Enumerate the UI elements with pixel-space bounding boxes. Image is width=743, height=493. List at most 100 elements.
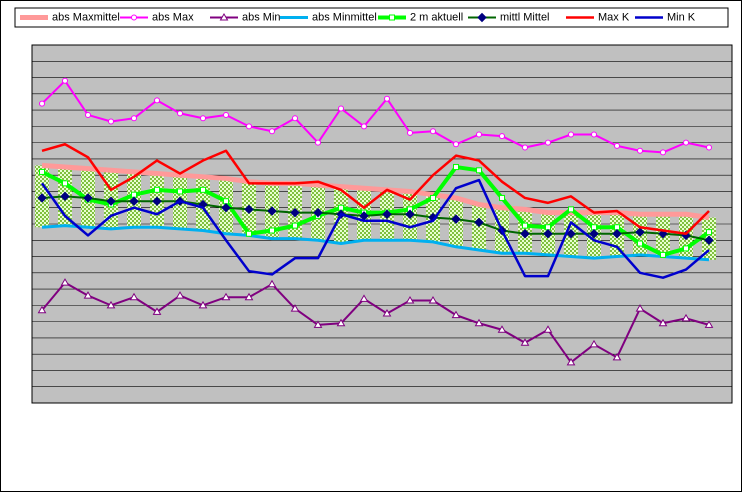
marker: [497, 325, 507, 333]
marker: [244, 204, 254, 215]
marker: [336, 318, 346, 327]
marker: [62, 77, 68, 84]
marker: [267, 279, 277, 288]
marker: [154, 186, 160, 193]
marker: [568, 131, 574, 138]
marker: [338, 105, 344, 112]
marker: [683, 245, 689, 252]
marker: [683, 139, 689, 146]
marker: [200, 115, 206, 122]
legend-label: abs Maxmittel: [52, 11, 120, 23]
marker: [589, 229, 599, 239]
marker: [83, 193, 93, 203]
marker: [474, 318, 484, 327]
marker: [522, 222, 528, 229]
marker: [706, 144, 712, 151]
marker: [313, 207, 323, 218]
range-band: [472, 204, 486, 251]
marker: [658, 318, 668, 327]
marker: [591, 131, 597, 138]
marker: [175, 291, 185, 299]
series-line: [40, 178, 710, 279]
marker: [453, 164, 459, 171]
legend-label: Min K: [667, 11, 696, 23]
marker: [451, 214, 461, 224]
marker: [39, 168, 45, 175]
marker: [154, 97, 160, 104]
marker: [290, 304, 300, 312]
marker: [405, 295, 415, 304]
marker: [359, 294, 369, 302]
marker: [219, 13, 229, 21]
marker: [269, 227, 275, 234]
marker: [430, 128, 436, 135]
marker: [223, 111, 229, 118]
marker: [520, 338, 530, 346]
marker: [704, 235, 714, 245]
marker: [382, 309, 392, 317]
marker: [177, 110, 183, 117]
marker: [706, 229, 712, 236]
marker: [566, 229, 576, 239]
legend: [14, 7, 729, 28]
marker: [660, 251, 666, 258]
legend-label: abs Minmittel: [312, 11, 377, 23]
marker: [60, 278, 70, 286]
marker: [453, 141, 459, 148]
marker: [106, 300, 116, 309]
marker: [384, 95, 390, 102]
marker: [428, 295, 438, 304]
marker: [83, 291, 93, 299]
marker: [200, 186, 206, 193]
marker: [614, 142, 620, 149]
marker: [198, 300, 208, 309]
marker: [106, 196, 116, 206]
marker: [292, 222, 298, 229]
marker: [131, 191, 137, 198]
marker: [612, 229, 622, 239]
marker: [476, 167, 482, 174]
series-line: [41, 165, 711, 257]
legend-label: mittl Mittel: [500, 11, 550, 23]
marker: [430, 194, 436, 201]
marker: [566, 357, 576, 366]
marker: [637, 147, 643, 154]
marker: [152, 307, 162, 315]
marker: [85, 111, 91, 118]
marker: [389, 14, 395, 21]
marker: [405, 209, 415, 219]
marker: [407, 129, 413, 136]
marker: [612, 352, 622, 361]
marker: [315, 139, 321, 146]
marker: [246, 123, 252, 130]
marker: [221, 203, 231, 213]
marker: [520, 229, 530, 239]
marker: [660, 149, 666, 156]
marker: [37, 305, 47, 314]
marker: [313, 320, 323, 328]
marker: [704, 320, 714, 328]
marker: [269, 128, 275, 135]
marker: [246, 230, 252, 237]
marker: [499, 133, 505, 140]
marker: [244, 292, 254, 301]
marker: [545, 139, 551, 146]
marker: [223, 198, 229, 205]
marker: [37, 193, 47, 203]
marker: [129, 292, 139, 301]
marker: [108, 118, 114, 125]
marker: [152, 196, 162, 206]
legend-label: Max K: [598, 11, 630, 23]
marker: [62, 180, 68, 187]
marker: [451, 310, 461, 319]
marker: [499, 194, 505, 201]
marker: [382, 209, 392, 219]
marker: [635, 304, 645, 312]
marker: [39, 100, 45, 107]
marker: [637, 240, 643, 247]
marker: [543, 325, 553, 333]
marker: [338, 204, 344, 211]
marker: [614, 224, 620, 231]
marker: [290, 207, 300, 218]
series-line: [41, 79, 710, 154]
